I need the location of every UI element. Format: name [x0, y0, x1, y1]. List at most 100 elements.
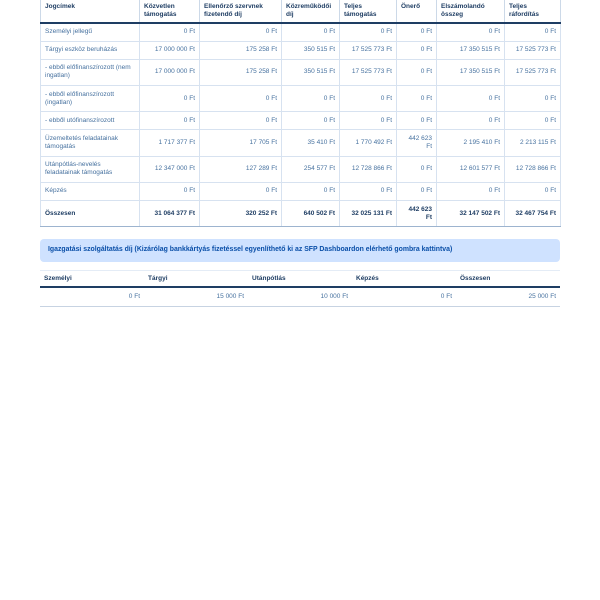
amount-cell: 0 Ft	[396, 85, 437, 113]
table-row: - ebből előfinanszírozott (ingatlan) 0 Ft…	[40, 85, 561, 113]
amount-cell: 640 502 Ft	[281, 200, 340, 228]
amount-cell: 17 525 773 Ft	[339, 58, 397, 87]
admin-fee-banner: Igazgatási szolgáltatás díj (Kizárólag b…	[40, 239, 560, 262]
amount-cell: 0 Ft	[281, 181, 340, 202]
amount-cell: 17 705 Ft	[199, 129, 282, 157]
amount-cell: 0 Ft	[396, 111, 437, 131]
row-label: Üzemeltetés feladatainak támogatás	[40, 129, 140, 157]
amount-cell: 0 Ft	[504, 22, 561, 42]
amount-cell: 31 064 377 Ft	[139, 200, 200, 228]
row-label: Személyi jellegű	[40, 22, 140, 42]
row-label: Tárgyi eszköz beruházás	[40, 40, 140, 60]
row-label: Képzés	[40, 181, 140, 202]
row-label: Utánpótlás-nevelés feladatainak támogatá…	[40, 155, 140, 183]
amount-cell: 1 717 377 Ft	[139, 129, 200, 157]
amount-cell: 0 Ft	[504, 111, 561, 131]
fee-table-value-row: 0 Ft 15 000 Ft 10 000 Ft 0 Ft 25 000 Ft	[40, 287, 560, 308]
amount-cell: 12 347 000 Ft	[139, 155, 200, 183]
amount-cell: 0 Ft	[281, 85, 340, 113]
table-row: Képzés 0 Ft 0 Ft 0 Ft 0 Ft 0 Ft 0 Ft 0 Ft	[40, 181, 561, 202]
amount-cell: 254 577 Ft	[281, 155, 340, 183]
column-header: Összesen	[456, 269, 560, 289]
column-header: Önerő	[396, 0, 437, 24]
amount-cell: 0 Ft	[396, 22, 437, 42]
amount-cell: 0 Ft	[339, 181, 397, 202]
amount-cell: 0 Ft	[339, 85, 397, 113]
funding-table-head: Jogcímek Közvetlen támogatás Ellenőrző sze…	[40, 0, 561, 24]
column-header: Személyi	[40, 269, 144, 289]
column-header: Tárgyi	[144, 269, 248, 289]
column-header: Elszámolandó összeg	[436, 0, 505, 24]
table-row: Összesen 31 064 377 Ft 320 252 Ft 640 502 F…	[40, 200, 561, 228]
amount-cell: 32 147 502 Ft	[436, 200, 505, 228]
amount-cell: 0 Ft	[199, 111, 282, 131]
table-row: Tárgyi eszköz beruházás 17 000 000 Ft 175 …	[40, 40, 561, 60]
amount-cell: 0 Ft	[396, 181, 437, 202]
column-header: Közvetlen támogatás	[139, 0, 200, 24]
table-row: Üzemeltetés feladatainak támogatás 1 717 …	[40, 129, 561, 157]
amount-cell: 17 000 000 Ft	[139, 58, 200, 87]
amount-cell: 10 000 Ft	[248, 287, 352, 308]
amount-cell: 0 Ft	[339, 111, 397, 131]
amount-cell: 0 Ft	[504, 85, 561, 113]
amount-cell: 320 252 Ft	[199, 200, 282, 228]
column-header: Teljes támogatás	[339, 0, 397, 24]
amount-cell: 1 770 492 Ft	[339, 129, 397, 157]
amount-cell: 35 410 Ft	[281, 129, 340, 157]
amount-cell: 0 Ft	[504, 181, 561, 202]
table-row: Utánpótlás-nevelés feladatainak támogatá…	[40, 155, 561, 183]
column-header: Ellenőrző szervnek fizetendő díj	[199, 0, 282, 24]
amount-cell: 442 623 Ft	[396, 129, 437, 157]
amount-cell: 0 Ft	[396, 40, 437, 60]
amount-cell: 442 623 Ft	[396, 200, 437, 228]
row-label: Összesen	[40, 200, 140, 228]
amount-cell: 17 525 773 Ft	[339, 40, 397, 60]
amount-cell: 0 Ft	[396, 58, 437, 87]
fee-table-header-row: Személyi Tárgyi Utánpótlás Képzés Összesen	[40, 269, 560, 289]
table-row: Személyi jellegű 0 Ft 0 Ft 0 Ft 0 Ft 0 Ft 0 Ft…	[40, 22, 561, 42]
main-table-body: Személyi jellegű 0 Ft 0 Ft 0 Ft 0 Ft 0 Ft 0 Ft…	[40, 22, 561, 228]
column-header: Utánpótlás	[248, 269, 352, 289]
amount-cell: 17 525 773 Ft	[504, 58, 561, 87]
amount-cell: 127 289 Ft	[199, 155, 282, 183]
amount-cell: 0 Ft	[436, 22, 505, 42]
amount-cell: 0 Ft	[199, 181, 282, 202]
amount-cell: 2 195 410 Ft	[436, 129, 505, 157]
amount-cell: 0 Ft	[139, 22, 200, 42]
amount-cell: 0 Ft	[281, 111, 340, 131]
fee-table-body: 0 Ft 15 000 Ft 10 000 Ft 0 Ft 25 000 Ft	[40, 287, 560, 308]
amount-cell: 12 728 866 Ft	[339, 155, 397, 183]
amount-cell: 0 Ft	[436, 181, 505, 202]
amount-cell: 17 350 515 Ft	[436, 58, 505, 87]
amount-cell: 15 000 Ft	[144, 287, 248, 308]
amount-cell: 2 213 115 Ft	[504, 129, 561, 157]
row-label: - ebből előfinanszírozott (nem ingatlan)	[40, 58, 140, 87]
table-row: - ebből előfinanszírozott (nem ingatlan)…	[40, 58, 561, 87]
page: Jogcímek Közvetlen támogatás Ellenőrző sze…	[40, 0, 561, 308]
fee-table-head: Személyi Tárgyi Utánpótlás Képzés Összesen	[40, 269, 560, 289]
column-header: Képzés	[352, 269, 456, 289]
amount-cell: 350 515 Ft	[281, 40, 340, 60]
amount-cell: 0 Ft	[139, 85, 200, 113]
amount-cell: 25 000 Ft	[456, 287, 560, 308]
table-row: - ebből utófinanszírozott 0 Ft 0 Ft 0 Ft 0 F…	[40, 111, 561, 131]
amount-cell: 175 258 Ft	[199, 40, 282, 60]
amount-cell: 0 Ft	[199, 85, 282, 113]
amount-cell: 17 350 515 Ft	[436, 40, 505, 60]
row-label: - ebből előfinanszírozott (ingatlan)	[40, 85, 140, 113]
main-table-header-row: Jogcímek Közvetlen támogatás Ellenőrző sze…	[40, 0, 561, 24]
admin-fee-table: Személyi Tárgyi Utánpótlás Képzés Összesen 0…	[40, 269, 560, 308]
amount-cell: 17 525 773 Ft	[504, 40, 561, 60]
amount-cell: 32 025 131 Ft	[339, 200, 397, 228]
amount-cell: 175 258 Ft	[199, 58, 282, 87]
amount-cell: 0 Ft	[139, 181, 200, 202]
amount-cell: 0 Ft	[40, 287, 144, 308]
amount-cell: 0 Ft	[396, 155, 437, 183]
amount-cell: 0 Ft	[139, 111, 200, 131]
amount-cell: 0 Ft	[339, 22, 397, 42]
amount-cell: 0 Ft	[352, 287, 456, 308]
amount-cell: 12 601 577 Ft	[436, 155, 505, 183]
admin-fee-banner-text: Igazgatási szolgáltatás díj (Kizárólag b…	[48, 246, 453, 254]
funding-summary-table: Jogcímek Közvetlen támogatás Ellenőrző sze…	[40, 0, 561, 228]
amount-cell: 350 515 Ft	[281, 58, 340, 87]
